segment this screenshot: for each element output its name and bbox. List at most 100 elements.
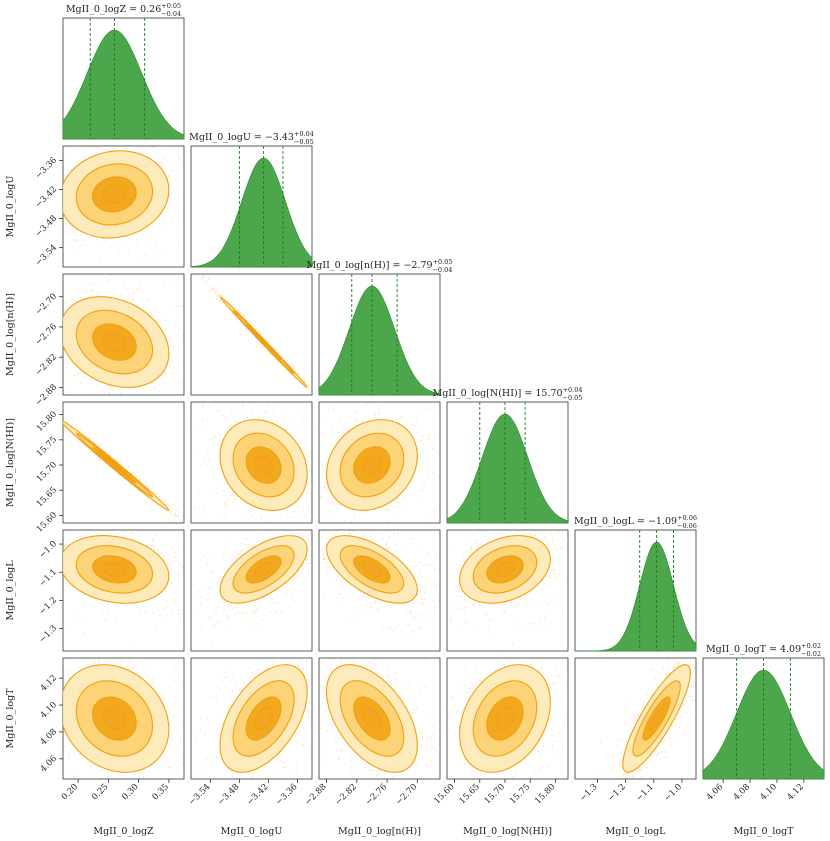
x-tick-label: 0.25 bbox=[90, 782, 110, 802]
scatter-points bbox=[591, 658, 696, 779]
y-axis-label: MgII_0_logT bbox=[5, 688, 16, 749]
y-axis-label: MgII_0_log[N(HI)] bbox=[5, 418, 16, 507]
x-tick-label: 0.20 bbox=[60, 782, 80, 802]
scatter-panel-5-2 bbox=[318, 657, 441, 780]
x-axis-label: MgII_0_logU bbox=[221, 826, 283, 837]
y-tick-label: −2.82 bbox=[34, 352, 60, 378]
panel-title-text: MgII_0_log[n(H)] = −2.79+0.05 −0.04 bbox=[307, 258, 453, 274]
scatter-panel-5-3 bbox=[446, 657, 569, 780]
y-tick-label: −2.76 bbox=[34, 322, 60, 348]
scatter-points bbox=[447, 530, 568, 645]
y-tick-label: 4.10 bbox=[39, 700, 59, 720]
scatter-panel-4-3 bbox=[446, 529, 569, 652]
contour-level-3 bbox=[102, 185, 126, 204]
contour-level-3 bbox=[649, 707, 664, 730]
x-tick-label: 15.65 bbox=[458, 782, 482, 806]
scatter-points bbox=[63, 274, 184, 395]
x-tick-label: −1.3 bbox=[578, 782, 600, 804]
scatter-panel-2-0 bbox=[62, 273, 185, 396]
scatter-points bbox=[63, 413, 184, 523]
scatter-points bbox=[191, 530, 312, 646]
scatter-panel-4-0 bbox=[62, 529, 185, 652]
y-axis-label: MgII_0_logL bbox=[5, 560, 16, 621]
scatter-panel-3-1 bbox=[190, 401, 313, 524]
contour-level-3 bbox=[495, 707, 515, 730]
x-tick-label: −1.1 bbox=[634, 782, 656, 804]
y-tick-label: −3.48 bbox=[34, 214, 60, 240]
scatter-panel-3-0 bbox=[62, 401, 185, 524]
x-tick-label: −2.82 bbox=[333, 782, 359, 808]
x-tick-label: −3.42 bbox=[245, 782, 271, 808]
contour-level-3 bbox=[102, 707, 126, 730]
x-tick-label: −2.70 bbox=[394, 782, 420, 808]
x-tick-label: 4.10 bbox=[759, 782, 779, 802]
y-tick-label: 4.06 bbox=[39, 754, 59, 774]
histogram-panel-1: MgII_0_logU = −3.43+0.04 −0.05 bbox=[189, 130, 314, 268]
histogram-bars bbox=[318, 285, 441, 396]
x-axis-label: MgII_0_log[n(H)] bbox=[338, 826, 421, 837]
scatter-panel-5-4 bbox=[574, 657, 697, 780]
scatter-points bbox=[319, 658, 440, 779]
histogram-bars bbox=[190, 157, 313, 268]
panel-title-text: MgII_0_logT = 4.09+0.02 −0.02 bbox=[706, 642, 821, 658]
x-tick-label: −2.88 bbox=[303, 782, 329, 808]
panel-title: MgII_0_logU = −3.43+0.04 −0.05 bbox=[189, 130, 314, 146]
contour-level-3 bbox=[254, 707, 273, 730]
x-tick-label: −1.0 bbox=[662, 782, 684, 804]
y-axis-label: MgII_0_logU bbox=[5, 176, 16, 238]
histogram-bars bbox=[575, 541, 697, 652]
x-axis-label: MgII_0_log[N(HI)] bbox=[463, 826, 552, 837]
y-tick-label: 15.80 bbox=[35, 410, 59, 434]
panel-title-text: MgII_0_logU = −3.43+0.04 −0.05 bbox=[189, 130, 314, 146]
x-tick-label: 15.70 bbox=[483, 782, 507, 806]
panel-frame bbox=[190, 273, 313, 396]
y-tick-label: −1.3 bbox=[37, 624, 59, 646]
contour-level-3 bbox=[254, 332, 273, 352]
y-tick-label: 4.12 bbox=[39, 673, 59, 693]
x-tick-label: −3.36 bbox=[274, 782, 300, 808]
scatter-points bbox=[447, 658, 568, 779]
x-tick-label: 15.80 bbox=[533, 782, 557, 806]
histogram-panel-5: MgII_0_logT = 4.09+0.02 −0.02 bbox=[702, 642, 825, 780]
scatter-panel-1-0 bbox=[62, 145, 185, 268]
y-tick-label: −1.0 bbox=[37, 539, 59, 561]
y-tick-label: 4.08 bbox=[39, 727, 59, 747]
y-tick-label: 15.70 bbox=[35, 460, 59, 484]
scatter-points bbox=[63, 146, 184, 264]
scatter-points bbox=[319, 402, 440, 523]
y-tick-label: 15.75 bbox=[35, 435, 59, 459]
contour-level-3 bbox=[362, 707, 382, 730]
x-axis-label: MgII_0_logL bbox=[605, 826, 666, 837]
x-tick-label: −3.48 bbox=[216, 782, 242, 808]
histogram-panel-0: MgII_0_logZ = 0.26+0.05 −0.04 bbox=[62, 2, 185, 140]
contour-level-3 bbox=[102, 455, 126, 475]
y-tick-label: −2.88 bbox=[34, 382, 60, 408]
scatter-points bbox=[63, 658, 184, 779]
y-tick-label: 15.60 bbox=[35, 510, 59, 534]
x-axis-label: MgII_0_logZ bbox=[93, 826, 154, 837]
scatter-panel-5-1 bbox=[190, 657, 313, 780]
scatter-panel-4-1 bbox=[190, 529, 313, 652]
contour-level-3 bbox=[102, 332, 126, 352]
y-tick-label: −3.42 bbox=[34, 185, 60, 211]
scatter-panel-2-1 bbox=[190, 273, 313, 396]
x-tick-label: −1.2 bbox=[606, 782, 628, 804]
x-tick-label: 4.08 bbox=[732, 782, 752, 802]
scatter-panel-5-0 bbox=[62, 657, 185, 780]
x-axis-label: MgII_0_logT bbox=[733, 826, 794, 837]
scatter-points bbox=[201, 275, 312, 395]
scatter-panel-4-2 bbox=[318, 529, 441, 652]
contour-level-3 bbox=[362, 562, 382, 577]
y-tick-label: −3.36 bbox=[34, 156, 60, 182]
x-tick-label: 4.06 bbox=[705, 782, 725, 802]
panel-title-text: MgII_0_log[N(HI)] = 15.70+0.04 −0.05 bbox=[433, 386, 583, 402]
y-tick-label: −1.2 bbox=[37, 595, 59, 617]
histogram-panel-3: MgII_0_log[N(HI)] = 15.70+0.04 −0.05 bbox=[433, 386, 583, 524]
x-tick-label: 15.75 bbox=[508, 782, 532, 806]
panel-title: MgII_0_logT = 4.09+0.02 −0.02 bbox=[706, 642, 821, 658]
x-tick-label: 4.12 bbox=[785, 782, 805, 802]
histogram-panel-2: MgII_0_log[n(H)] = −2.79+0.05 −0.04 bbox=[307, 258, 453, 396]
contour-level-3 bbox=[254, 455, 273, 475]
x-tick-label: 0.35 bbox=[151, 782, 171, 802]
